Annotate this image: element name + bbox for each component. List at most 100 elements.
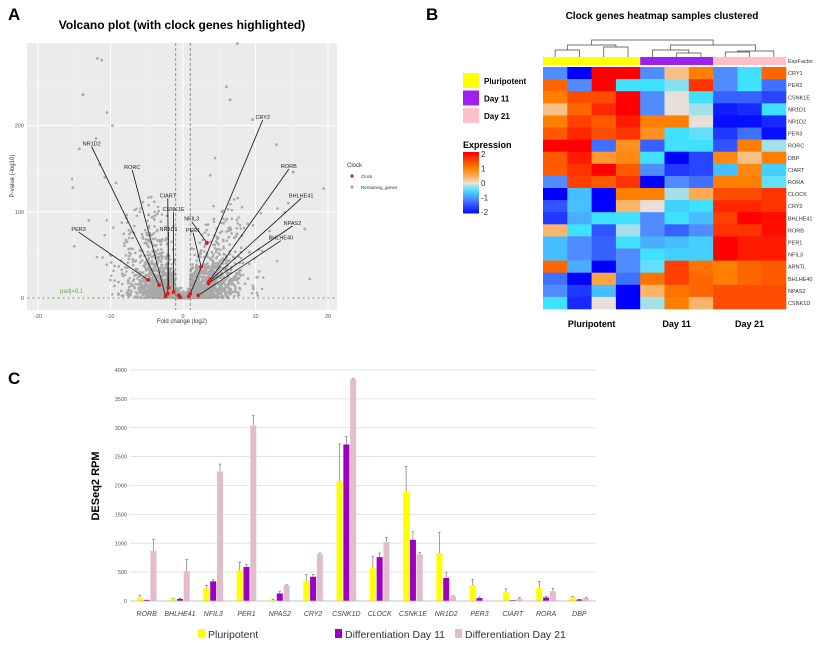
heatmap-cell: [737, 103, 762, 116]
dendrogram-branch: [591, 39, 714, 45]
group-legend-swatch: [463, 73, 479, 88]
gene-point: [128, 232, 131, 236]
gene-point: [303, 227, 307, 231]
gene-point: [129, 230, 133, 234]
heatmap-cell: [543, 115, 568, 128]
gene-point: [159, 251, 163, 255]
heatmap-cell: [713, 139, 738, 152]
gene-point: [158, 240, 162, 243]
heatmap-cell: [591, 151, 617, 165]
gene-point: [187, 290, 190, 293]
gene-point: [151, 262, 155, 266]
gene-point: [156, 248, 160, 252]
heatmap-cell: [543, 103, 568, 116]
heatmap-cell: [567, 212, 592, 225]
gene-point: [147, 256, 150, 260]
heatmap-cell: [543, 188, 568, 201]
gene-point: [149, 270, 152, 274]
gene-point: [103, 175, 107, 179]
gene-point: [128, 254, 131, 258]
heatmap-cell: [713, 175, 738, 189]
heatmap-cell: [664, 260, 690, 273]
clock-gene-label: BHLHE40: [269, 236, 293, 242]
colorbar-segment: [463, 164, 479, 167]
heatmap-cell: [664, 272, 690, 286]
label-leader-line: [192, 232, 202, 268]
label-leader-line: [189, 119, 264, 294]
gene-point: [165, 278, 168, 282]
clock-gene-point: [199, 265, 204, 269]
heatmap-cell: [664, 236, 690, 249]
gene-point: [195, 259, 199, 262]
gene-point: [196, 267, 199, 271]
gene-point: [229, 277, 233, 280]
gene-point: [101, 256, 104, 259]
gene-point: [203, 286, 207, 290]
gene-point: [71, 186, 75, 190]
heatmap-cell: [664, 79, 690, 92]
gene-point: [120, 272, 124, 275]
bar: [143, 599, 150, 601]
heatmap-cell: [615, 67, 641, 80]
heatmap-cell: [713, 272, 738, 286]
padj-label: padj=0.1: [60, 289, 84, 295]
gene-point: [117, 292, 120, 295]
gene-point: [197, 286, 200, 290]
gene-point: [138, 270, 141, 274]
label-leader-line: [78, 231, 149, 281]
gene-point: [160, 213, 164, 216]
gene-point: [138, 210, 142, 214]
x-tick-label: PER1: [237, 611, 255, 618]
gene-point: [147, 224, 151, 228]
row-label: CRY1: [788, 71, 803, 77]
heatmap-cell: [543, 91, 568, 104]
clock-gene-point: [196, 293, 201, 298]
gene-point: [147, 196, 150, 199]
gene-point: [225, 272, 229, 275]
heatmap-cell: [664, 151, 690, 165]
gene-point: [114, 181, 118, 185]
gene-point: [120, 289, 123, 293]
gene-point: [322, 187, 326, 190]
heatmap-cell: [737, 272, 762, 286]
x-tick-label: CLOCK: [368, 611, 392, 618]
clock-gene-label: CSNK1E: [163, 207, 185, 213]
row-label: PER2: [788, 83, 802, 89]
gene-point: [150, 259, 154, 263]
heatmap-cell: [567, 139, 592, 152]
gene-point: [234, 274, 237, 277]
heatmap-cell: [567, 79, 592, 92]
gene-point: [228, 243, 232, 246]
gene-point: [152, 200, 156, 204]
legend-swatch-clock: [350, 174, 354, 178]
gene-point: [190, 278, 193, 281]
gene-point: [204, 285, 208, 288]
heatmap-cell: [713, 236, 738, 249]
gene-point: [87, 219, 91, 222]
gene-point: [201, 275, 204, 279]
gene-point: [141, 235, 145, 239]
gene-point: [154, 243, 158, 247]
heatmap-cell: [688, 200, 714, 213]
gene-point: [133, 251, 137, 255]
legend-entry: Pluripotent: [208, 629, 258, 641]
gene-point: [159, 243, 163, 246]
gene-point: [124, 254, 128, 257]
gene-point: [212, 252, 215, 256]
clock-gene-point: [205, 240, 209, 245]
gene-point: [225, 239, 229, 242]
gene-point: [150, 216, 153, 219]
heatmap-cell: [615, 79, 641, 92]
heatmap-cell: [615, 248, 641, 261]
gene-point: [96, 56, 99, 60]
gene-point: [170, 267, 173, 270]
gene-point: [286, 201, 290, 205]
gene-point: [121, 274, 125, 278]
colorbar-segment: [463, 210, 479, 212]
gene-point: [235, 227, 239, 230]
gene-point: [127, 288, 131, 292]
dendrogram-branch: [676, 52, 702, 57]
heatmap-cell: [737, 175, 762, 189]
column-dendrogram: [554, 39, 775, 57]
heatmap-cell: [713, 91, 738, 104]
